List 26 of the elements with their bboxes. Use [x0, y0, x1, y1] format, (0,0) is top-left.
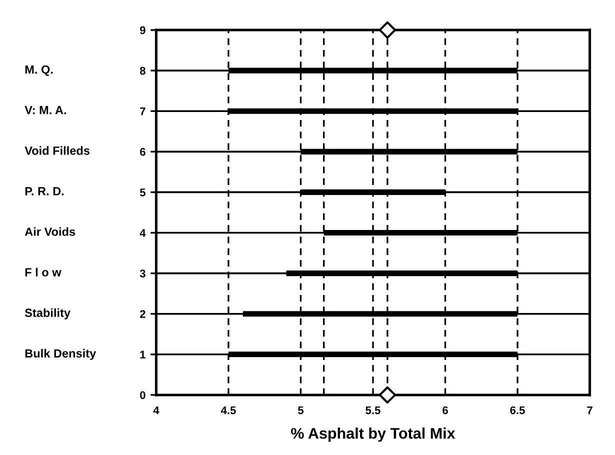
x-tick-label: 5: [298, 406, 304, 414]
y-tick-label: 7: [140, 108, 146, 116]
text: Stability: [24, 308, 70, 320]
y-tick-label: 5: [140, 188, 146, 196]
text: P. R. D.: [25, 187, 64, 196]
x-tick-label: 4.5: [220, 406, 236, 414]
y-tick-label: 0: [140, 391, 146, 400]
text: Bulk Density: [25, 348, 96, 360]
y-tick-label: 8: [140, 66, 146, 75]
text: M. Q.: [25, 65, 53, 76]
x-tick-label: 6: [442, 406, 448, 414]
y-tick-label: 1: [140, 350, 146, 358]
x-tick-label: 6.5: [510, 406, 525, 414]
x-tick-label: 5.5: [366, 406, 380, 414]
x-tick-label: 7: [587, 406, 592, 414]
y-tick-label: 9: [140, 26, 146, 34]
y-tick-label: 4: [140, 229, 146, 237]
text: F l o w: [25, 268, 62, 276]
x-tick-label: 4: [153, 406, 160, 414]
y-tick-label: 6: [140, 148, 146, 156]
x-axis-title: % Asphalt by Total Mix: [291, 428, 456, 442]
y-tick-label: 2: [140, 310, 146, 318]
text: Void Filleds: [24, 146, 90, 155]
y-tick-label: 3: [140, 270, 146, 278]
text: V: M. A.: [24, 106, 66, 114]
text: Air Voids: [24, 227, 76, 236]
